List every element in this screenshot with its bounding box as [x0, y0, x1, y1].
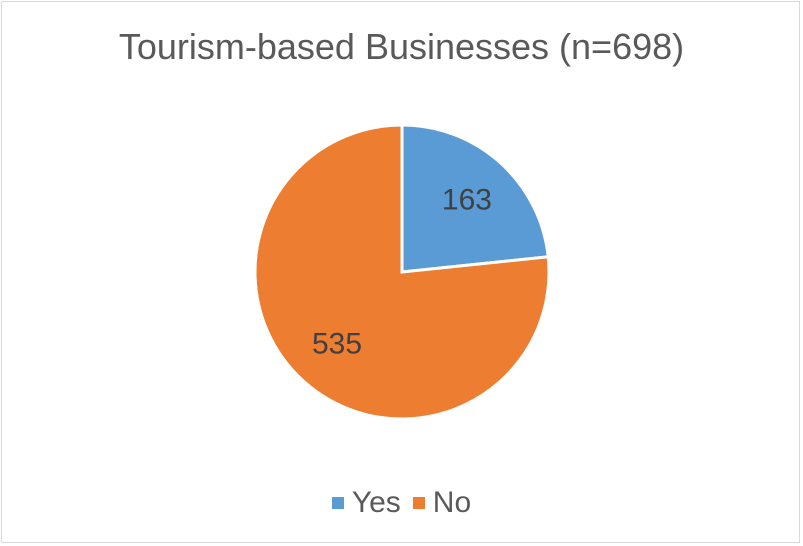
pie-slice-no: [253, 123, 551, 421]
legend-swatch-no: [412, 497, 425, 509]
data-label-yes: 163: [442, 183, 492, 216]
data-label-no: 535: [312, 328, 362, 361]
legend-label-no: No: [432, 486, 472, 519]
legend-item-no: No: [412, 486, 472, 520]
legend-swatch-yes: [331, 497, 344, 509]
chart-legend: Yes No: [0, 483, 803, 520]
legend-item-yes: Yes: [331, 486, 401, 520]
legend-label-yes: Yes: [351, 486, 401, 519]
pie-slice-yes: [400, 123, 550, 274]
chart-title: Tourism-based Businesses (n=698): [118, 26, 685, 67]
